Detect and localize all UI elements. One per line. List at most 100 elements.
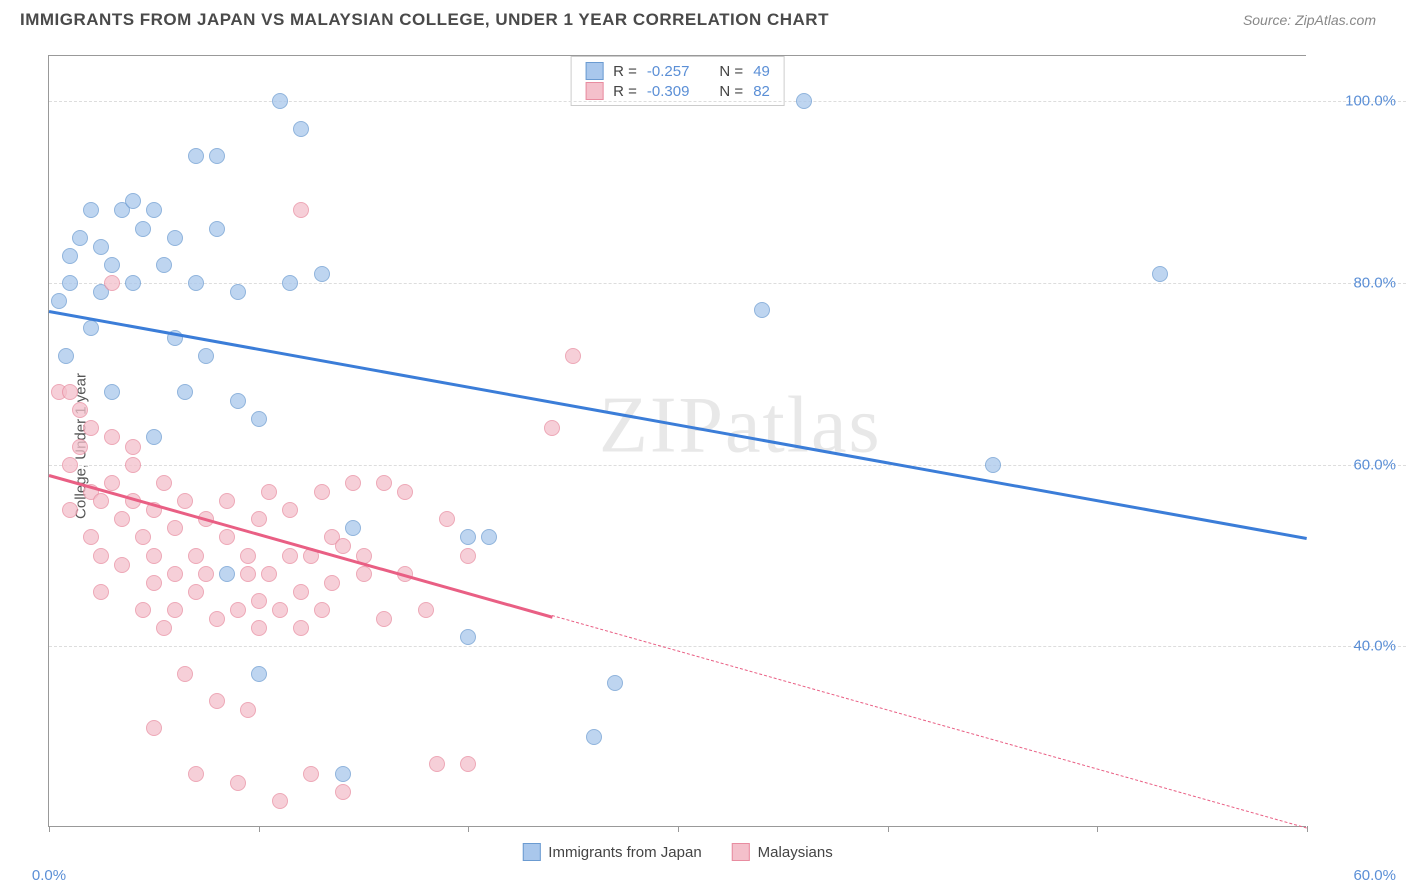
legend-item: Immigrants from Japan <box>522 843 701 861</box>
scatter-point <box>188 766 204 782</box>
gridline <box>49 646 1406 647</box>
scatter-point <box>104 475 120 491</box>
scatter-point <box>93 584 109 600</box>
x-tick <box>49 826 50 832</box>
stats-legend: R =-0.257N =49R =-0.309N =82 <box>570 56 785 106</box>
legend-swatch <box>585 62 603 80</box>
scatter-point <box>240 702 256 718</box>
scatter-point <box>230 775 246 791</box>
x-tick <box>1307 826 1308 832</box>
scatter-point <box>62 502 78 518</box>
scatter-point <box>586 729 602 745</box>
legend-swatch <box>732 843 750 861</box>
scatter-point <box>272 793 288 809</box>
scatter-point <box>104 257 120 273</box>
scatter-point <box>62 384 78 400</box>
scatter-point <box>146 575 162 591</box>
scatter-point <box>177 493 193 509</box>
scatter-point <box>167 566 183 582</box>
scatter-point <box>282 502 298 518</box>
x-tick-label: 0.0% <box>32 867 66 884</box>
scatter-point <box>104 275 120 291</box>
scatter-point <box>251 411 267 427</box>
y-tick-label: 40.0% <box>1353 638 1396 655</box>
scatter-point <box>460 756 476 772</box>
scatter-point <box>167 602 183 618</box>
scatter-point <box>230 393 246 409</box>
scatter-point <box>376 611 392 627</box>
scatter-point <box>135 529 151 545</box>
scatter-point <box>93 239 109 255</box>
legend-item: Malaysians <box>732 843 833 861</box>
scatter-point <box>418 602 434 618</box>
scatter-point <box>481 529 497 545</box>
r-label: R = <box>613 63 637 80</box>
scatter-point <box>1152 266 1168 282</box>
y-tick-label: 80.0% <box>1353 275 1396 292</box>
scatter-point <box>219 493 235 509</box>
n-value: 82 <box>753 83 770 100</box>
scatter-point <box>356 566 372 582</box>
scatter-point <box>282 548 298 564</box>
scatter-point <box>177 384 193 400</box>
scatter-point <box>83 202 99 218</box>
scatter-point <box>272 602 288 618</box>
trend-line-extrapolated <box>552 615 1307 828</box>
scatter-point <box>251 593 267 609</box>
scatter-point <box>156 475 172 491</box>
scatter-point <box>198 348 214 364</box>
scatter-point <box>335 784 351 800</box>
scatter-point <box>209 221 225 237</box>
scatter-point <box>104 384 120 400</box>
scatter-point <box>335 538 351 554</box>
scatter-point <box>251 666 267 682</box>
scatter-point <box>460 548 476 564</box>
stats-legend-row: R =-0.257N =49 <box>585 61 770 81</box>
scatter-point <box>219 566 235 582</box>
scatter-point <box>293 121 309 137</box>
scatter-point <box>565 348 581 364</box>
scatter-point <box>314 266 330 282</box>
gridline <box>49 101 1406 102</box>
gridline <box>49 283 1406 284</box>
legend-swatch <box>522 843 540 861</box>
scatter-point <box>125 193 141 209</box>
scatter-point <box>345 475 361 491</box>
stats-legend-row: R =-0.309N =82 <box>585 81 770 101</box>
scatter-point <box>544 420 560 436</box>
scatter-point <box>83 529 99 545</box>
scatter-point <box>62 457 78 473</box>
scatter-point <box>219 529 235 545</box>
scatter-point <box>209 693 225 709</box>
scatter-point <box>62 248 78 264</box>
scatter-point <box>114 557 130 573</box>
y-tick-label: 60.0% <box>1353 456 1396 473</box>
scatter-point <box>293 584 309 600</box>
watermark-text: ZIPatlas <box>599 380 882 471</box>
scatter-point <box>83 420 99 436</box>
scatter-chart: ZIPatlas R =-0.257N =49R =-0.309N =82 Im… <box>48 55 1306 827</box>
gridline <box>49 465 1406 466</box>
scatter-point <box>293 202 309 218</box>
scatter-point <box>345 520 361 536</box>
scatter-point <box>93 493 109 509</box>
scatter-point <box>167 230 183 246</box>
scatter-point <box>314 602 330 618</box>
scatter-point <box>796 93 812 109</box>
scatter-point <box>72 439 88 455</box>
source-attribution: Source: ZipAtlas.com <box>1243 12 1376 28</box>
scatter-point <box>230 284 246 300</box>
scatter-point <box>439 511 455 527</box>
scatter-point <box>62 275 78 291</box>
scatter-point <box>72 402 88 418</box>
scatter-point <box>324 575 340 591</box>
scatter-point <box>240 548 256 564</box>
n-label: N = <box>719 63 743 80</box>
series-legend: Immigrants from Japan Malaysians <box>522 843 832 861</box>
y-tick-label: 100.0% <box>1345 93 1396 110</box>
scatter-point <box>460 629 476 645</box>
scatter-point <box>209 148 225 164</box>
scatter-point <box>146 429 162 445</box>
scatter-point <box>209 611 225 627</box>
legend-label: Malaysians <box>758 844 833 861</box>
